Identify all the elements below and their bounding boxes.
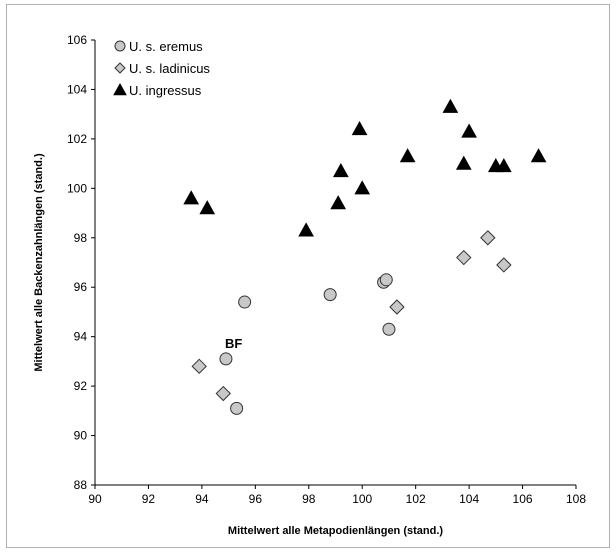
x-axis-label: Mittelwert alle Metapodienlängen (stand.… [228, 525, 443, 537]
y-tick-label: 102 [67, 132, 87, 146]
triangle-point [298, 222, 314, 237]
x-tick-label: 94 [195, 492, 209, 506]
x-tick-label: 108 [566, 492, 586, 506]
x-tick-label: 102 [406, 492, 426, 506]
diamond-point [389, 299, 405, 315]
triangle-point [399, 148, 416, 163]
data-points [183, 98, 547, 415]
x-tick-label: 100 [352, 492, 372, 506]
triangle-point [461, 123, 477, 138]
y-tick-label: 106 [67, 33, 87, 47]
triangle-point [496, 158, 512, 173]
legend-marker [114, 62, 126, 74]
x-tick-label: 92 [142, 492, 156, 506]
annotation-label: BF [225, 336, 242, 351]
x-tick-label: 106 [513, 492, 533, 506]
legend: U. s. eremus U. s. ladinicus U. ingressus [113, 39, 210, 98]
triangle-point [330, 195, 347, 210]
diamond-point [496, 257, 512, 273]
legend-label: U. ingressus [129, 83, 202, 98]
circle-point [323, 288, 337, 302]
triangle-point [530, 148, 547, 163]
legend-label: U. s. eremus [129, 39, 203, 54]
legend-label: U. s. ladinicus [129, 61, 210, 76]
circle-point [379, 273, 393, 287]
triangle-point [442, 98, 459, 113]
triangle-point [332, 162, 349, 178]
circle-point [382, 322, 396, 336]
x-tick-label: 96 [249, 492, 263, 506]
triangle-point [351, 120, 368, 136]
y-tick-label: 98 [74, 231, 88, 245]
legend-marker [113, 82, 127, 96]
y-tick-label: 100 [67, 181, 87, 195]
triangle-point [455, 155, 472, 170]
y-tick-label: 104 [67, 82, 87, 96]
triangle-point [354, 180, 371, 195]
tick-labels: 90 92 94 96 98 100 102 104 106 108889092949698100… [67, 33, 586, 506]
y-tick-label: 96 [74, 280, 88, 294]
y-tick-label: 92 [74, 379, 88, 393]
y-tick-label: 88 [74, 478, 88, 492]
y-tick-label: 94 [74, 330, 88, 344]
circle-point [230, 401, 244, 415]
y-axis-label: Mittelwert alle Backenzahnlängen (stand.… [33, 153, 45, 372]
annotations: BF [225, 336, 242, 351]
x-tick-label: 98 [302, 492, 316, 506]
axes [91, 39, 577, 489]
triangle-point [199, 200, 216, 215]
diamond-point [456, 249, 472, 266]
y-tick-label: 90 [74, 429, 88, 443]
diamond-point [191, 358, 207, 375]
legend-marker [114, 40, 126, 52]
x-tick-label: 90 [88, 492, 102, 506]
triangle-point [183, 190, 200, 205]
chart-frame [6, 4, 610, 548]
diamond-point [215, 385, 231, 402]
diamond-point [480, 230, 496, 246]
circle-point [238, 295, 252, 309]
x-tick-label: 104 [459, 492, 479, 506]
circle-point [219, 352, 233, 366]
